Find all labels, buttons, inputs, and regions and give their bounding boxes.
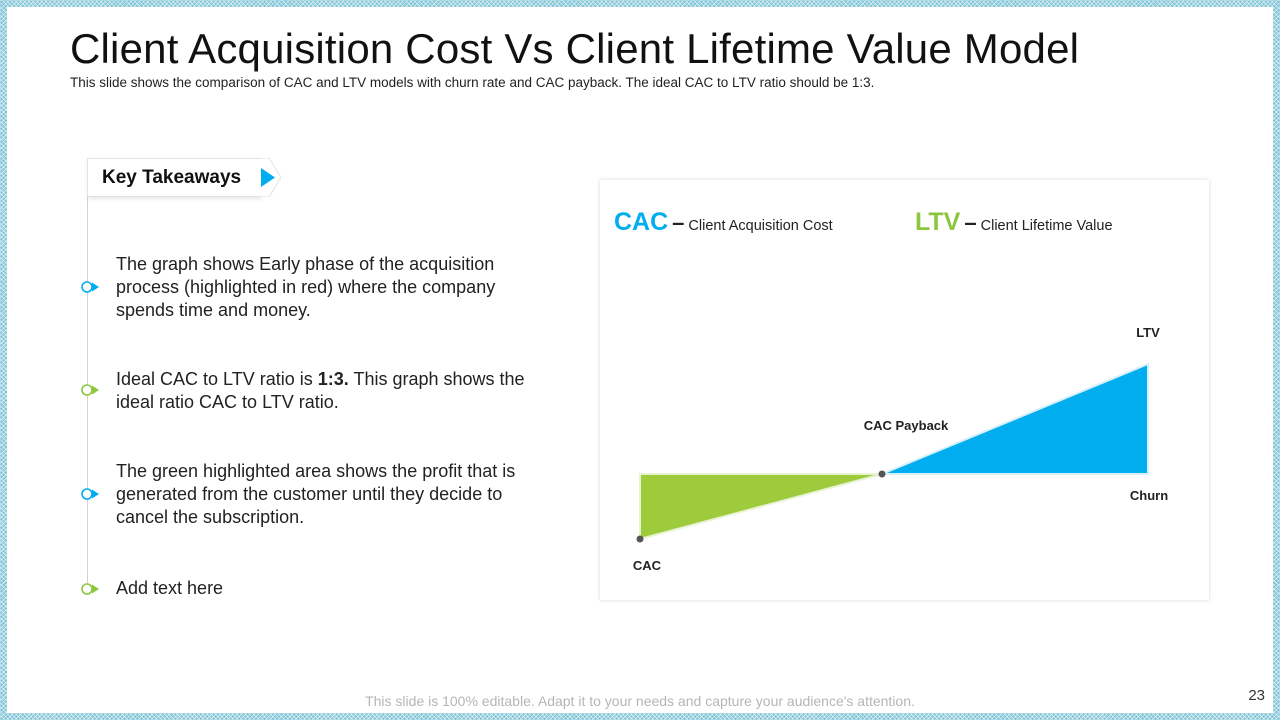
legend-ltv: LTV – Client Lifetime Value xyxy=(915,208,1113,236)
legend-cac-desc: Client Acquisition Cost xyxy=(688,218,833,234)
cac-ltv-diagram: LTV CAC Payback Churn CAC xyxy=(633,325,1168,573)
bullet-4-icon xyxy=(81,583,99,595)
legend-cac-abbr: CAC xyxy=(614,208,669,236)
key-takeaways-arrow-icon xyxy=(261,158,282,197)
takeaway-item-2-post: This graph shows the ideal ratio CAC to … xyxy=(116,369,525,412)
label-ltv: LTV xyxy=(1136,325,1160,340)
label-churn: Churn xyxy=(1130,488,1168,503)
legend-ltv-desc: Client Lifetime Value xyxy=(980,218,1113,234)
takeaway-item-1: The graph shows Early phase of the acqui… xyxy=(116,254,496,320)
ltv-area xyxy=(881,362,1149,475)
takeaway-item-2-pre: Ideal CAC to LTV ratio is xyxy=(116,369,318,389)
takeaway-item-2: Ideal CAC to LTV ratio is 1:3. This grap… xyxy=(116,368,556,414)
cac-point xyxy=(636,535,644,543)
legend-ltv-abbr: LTV xyxy=(915,208,961,236)
takeaway-item-3: The green highlighted area shows the pro… xyxy=(116,461,516,527)
slide: Client Acquisition Cost Vs Client Lifeti… xyxy=(7,7,1273,713)
bullet-3-icon xyxy=(81,488,99,500)
cac-area xyxy=(639,473,883,541)
takeaway-item-4: Add text here xyxy=(116,578,224,598)
bullet-1-icon xyxy=(81,281,99,293)
label-cac-payback: CAC Payback xyxy=(864,418,949,433)
takeaway-item-2-ratio: 1:3. xyxy=(317,369,349,389)
cac-payback-point xyxy=(878,470,886,478)
legend-cac: CAC – Client Acquisition Cost xyxy=(614,208,833,236)
cac-ltv-diagram-card: CAC – Client Acquisition Cost LTV – Client L… xyxy=(600,180,1209,600)
key-takeaways-header: Key Takeaways xyxy=(87,158,261,197)
slide-footer: This slide is 100% editable. Adapt it to… xyxy=(365,693,915,709)
slide-subtitle: This slide shows the comparison of CAC a… xyxy=(70,75,875,90)
page-number: 23 xyxy=(1248,687,1265,704)
bullet-2-icon xyxy=(81,384,99,396)
key-takeaways-label: Key Takeaways xyxy=(102,166,242,188)
slide-title: Client Acquisition Cost Vs Client Lifeti… xyxy=(70,25,1080,72)
label-cac: CAC xyxy=(633,558,662,573)
